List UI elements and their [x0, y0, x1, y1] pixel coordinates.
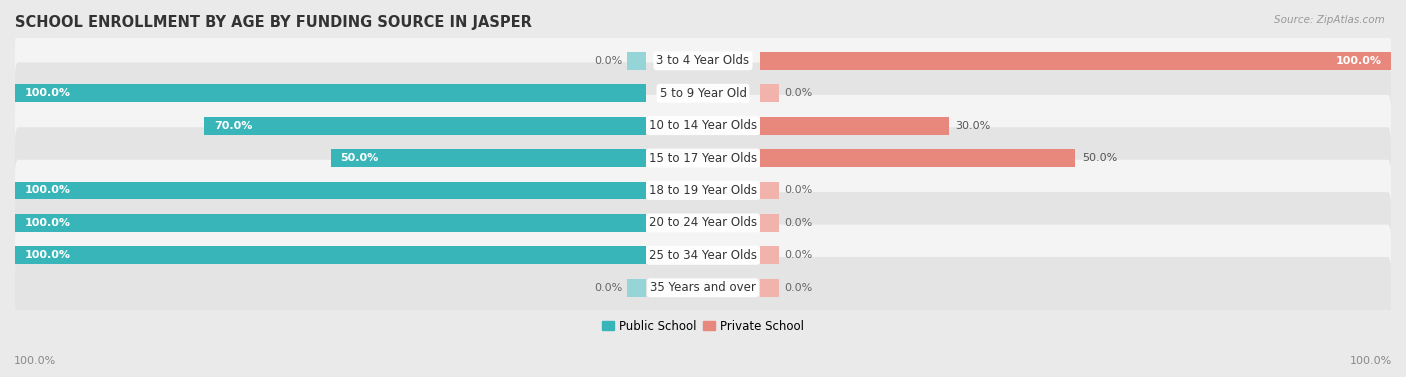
Text: 70.0%: 70.0%: [214, 121, 252, 131]
Text: 100.0%: 100.0%: [14, 356, 56, 366]
Text: 0.0%: 0.0%: [783, 283, 813, 293]
FancyBboxPatch shape: [15, 63, 1391, 124]
Bar: [330, 149, 647, 167]
Text: 100.0%: 100.0%: [1336, 56, 1382, 66]
Legend: Public School, Private School: Public School, Private School: [598, 315, 808, 337]
Bar: [15, 182, 647, 199]
Text: 0.0%: 0.0%: [593, 56, 623, 66]
Text: 100.0%: 100.0%: [24, 88, 70, 98]
Text: 35 Years and over: 35 Years and over: [650, 281, 756, 294]
FancyBboxPatch shape: [15, 160, 1391, 221]
Text: SCHOOL ENROLLMENT BY AGE BY FUNDING SOURCE IN JASPER: SCHOOL ENROLLMENT BY AGE BY FUNDING SOUR…: [15, 15, 531, 30]
Bar: [759, 117, 949, 135]
Bar: [204, 117, 647, 135]
Bar: [759, 214, 779, 232]
Bar: [759, 182, 779, 199]
Bar: [759, 149, 1076, 167]
Bar: [627, 52, 647, 70]
FancyBboxPatch shape: [15, 30, 1391, 92]
Text: 100.0%: 100.0%: [24, 250, 70, 261]
Text: 18 to 19 Year Olds: 18 to 19 Year Olds: [650, 184, 756, 197]
Text: 0.0%: 0.0%: [783, 250, 813, 261]
Text: 0.0%: 0.0%: [593, 283, 623, 293]
FancyBboxPatch shape: [15, 192, 1391, 254]
Bar: [627, 279, 647, 297]
Text: 50.0%: 50.0%: [1081, 153, 1116, 163]
Bar: [759, 84, 779, 102]
Text: 100.0%: 100.0%: [1350, 356, 1392, 366]
Text: 3 to 4 Year Olds: 3 to 4 Year Olds: [657, 54, 749, 67]
Text: 0.0%: 0.0%: [783, 185, 813, 196]
Bar: [15, 247, 647, 264]
Bar: [759, 279, 779, 297]
FancyBboxPatch shape: [15, 127, 1391, 189]
Bar: [759, 52, 1391, 70]
Bar: [759, 247, 779, 264]
FancyBboxPatch shape: [15, 225, 1391, 286]
Text: 25 to 34 Year Olds: 25 to 34 Year Olds: [650, 249, 756, 262]
Text: 20 to 24 Year Olds: 20 to 24 Year Olds: [650, 216, 756, 230]
Text: 15 to 17 Year Olds: 15 to 17 Year Olds: [650, 152, 756, 165]
Text: Source: ZipAtlas.com: Source: ZipAtlas.com: [1274, 15, 1385, 25]
FancyBboxPatch shape: [15, 95, 1391, 156]
Bar: [15, 84, 647, 102]
Bar: [15, 214, 647, 232]
Text: 100.0%: 100.0%: [24, 218, 70, 228]
Text: 30.0%: 30.0%: [956, 121, 991, 131]
Text: 0.0%: 0.0%: [783, 218, 813, 228]
Text: 10 to 14 Year Olds: 10 to 14 Year Olds: [650, 119, 756, 132]
Text: 50.0%: 50.0%: [340, 153, 378, 163]
Text: 0.0%: 0.0%: [783, 88, 813, 98]
Text: 5 to 9 Year Old: 5 to 9 Year Old: [659, 87, 747, 100]
FancyBboxPatch shape: [15, 257, 1391, 319]
Text: 100.0%: 100.0%: [24, 185, 70, 196]
